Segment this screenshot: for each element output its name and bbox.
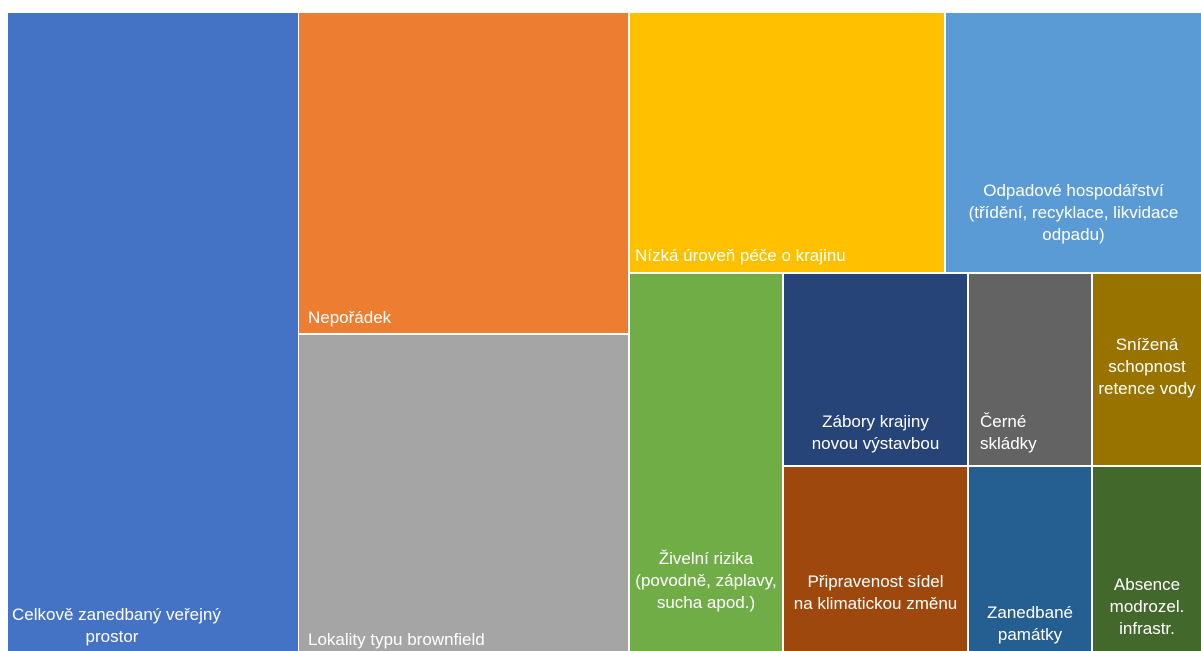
treemap-tile [784, 274, 967, 465]
treemap-tile [299, 335, 628, 651]
treemap-tile-label: Celkově zanedbaný veřejný prostor [12, 605, 221, 646]
treemap-tile [946, 13, 1201, 272]
treemap-tile-label: Zábory krajiny novou výstavbou [811, 412, 940, 453]
treemap-tile [299, 13, 628, 333]
treemap-tile [1093, 467, 1201, 651]
treemap-tile-label: Zanedbané památky [986, 603, 1074, 644]
treemap-tile [969, 467, 1091, 651]
treemap-tile [969, 274, 1091, 465]
treemap-tile-label: Lokality typu brownfield [308, 630, 485, 649]
treemap-tile [1093, 274, 1201, 465]
treemap-tile [8, 13, 298, 651]
treemap-tile-label: Černé skládky [980, 412, 1037, 453]
treemap-tile-label: Snížená schopnost retence vody [1098, 335, 1196, 398]
treemap-tile [630, 13, 944, 272]
treemap-tile-label: Připravenost sídel na klimatickou změnu [793, 572, 958, 613]
treemap-tile [630, 274, 782, 651]
treemap-tile [784, 467, 967, 651]
treemap-tile-label: Nízká úroveň péče o krajinu [635, 246, 846, 265]
treemap-tile-label: Živelní rizika (povodně, záplavy, sucha … [635, 549, 777, 612]
treemap-tile-label: Absence modrozel. infrastr. [1109, 575, 1185, 638]
treemap-tile-label: Odpadové hospodářství (třídění, recyklac… [968, 181, 1179, 244]
treemap-tile-label: Nepořádek [308, 308, 392, 327]
